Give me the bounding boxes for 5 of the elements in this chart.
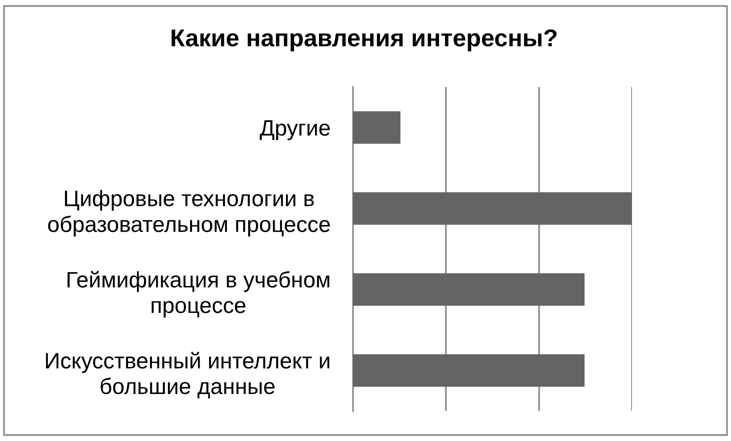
- y-tick-label: Геймификация в учебном процессе: [68, 270, 330, 318]
- y-tick-label: Другие: [260, 120, 330, 140]
- chart-title: Какие направления интересны?: [172, 29, 557, 52]
- y-tick-label: Цифровые технологии в образовательном процессе: [48, 190, 330, 237]
- y-tick-label: Искусственный интеллект и большие данные: [46, 352, 330, 398]
